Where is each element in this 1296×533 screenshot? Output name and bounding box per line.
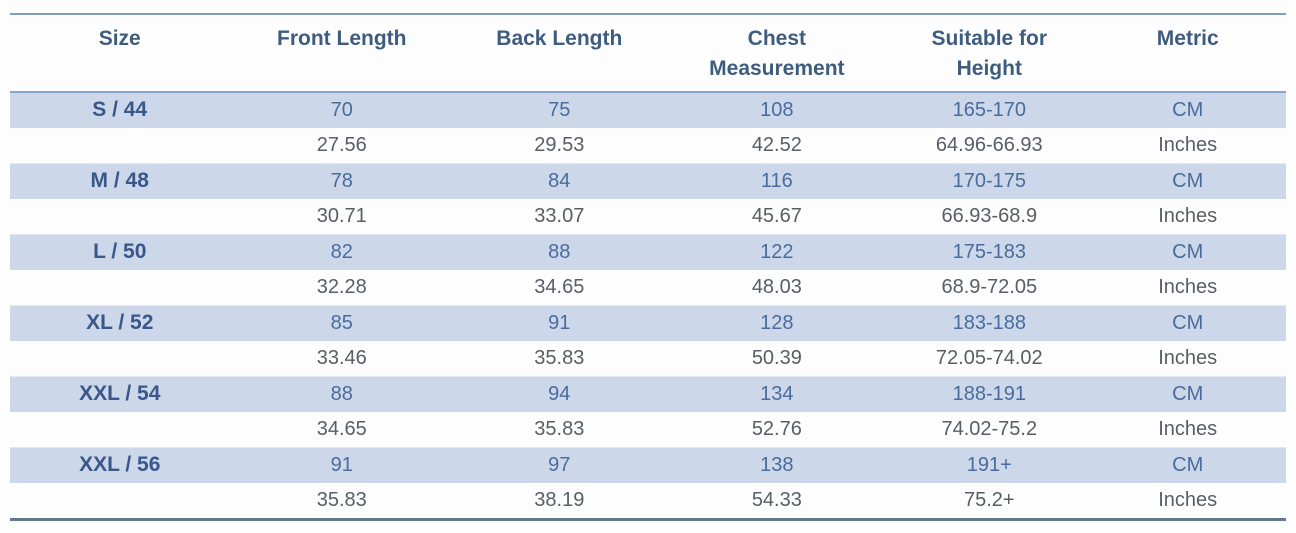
table-row: 32.28 34.65 48.03 68.9-72.05 Inches: [10, 269, 1286, 306]
cell-size: XXL / 56: [10, 446, 230, 483]
header-front-length: Front Length: [229, 14, 455, 93]
cell-height: 66.93-68.9: [889, 198, 1090, 235]
table-row: XXL / 56 91 97 138 191+ CM: [10, 446, 1286, 483]
cell-front-length: 88: [229, 375, 455, 412]
cell-chest: 54.33: [664, 482, 890, 520]
cell-front-length: 27.56: [229, 127, 455, 164]
cell-front-length: 82: [229, 233, 455, 270]
cell-chest: 128: [664, 304, 890, 341]
table-row: M / 48 78 84 116 170-175 CM: [10, 162, 1286, 199]
cell-size: [10, 127, 230, 164]
cell-height: 74.02-75.2: [889, 411, 1090, 448]
table-row: 30.71 33.07 45.67 66.93-68.9 Inches: [10, 198, 1286, 235]
cell-size: L / 50: [10, 233, 230, 270]
cell-height: 191+: [889, 446, 1090, 483]
cell-front-length: 78: [229, 162, 455, 199]
cell-front-length: 32.28: [229, 269, 455, 306]
cell-chest: 52.76: [664, 411, 890, 448]
cell-height: 68.9-72.05: [889, 269, 1090, 306]
cell-metric: Inches: [1089, 411, 1286, 448]
cell-back-length: 34.65: [454, 269, 665, 306]
cell-size: [10, 340, 230, 377]
cell-back-length: 94: [454, 375, 665, 412]
cell-size: [10, 198, 230, 235]
cell-front-length: 85: [229, 304, 455, 341]
cell-back-length: 75: [454, 91, 665, 128]
cell-front-length: 33.46: [229, 340, 455, 377]
cell-back-length: 38.19: [454, 482, 665, 520]
cell-height: 175-183: [889, 233, 1090, 270]
cell-metric: Inches: [1089, 127, 1286, 164]
cell-chest: 134: [664, 375, 890, 412]
cell-front-length: 30.71: [229, 198, 455, 235]
cell-chest: 138: [664, 446, 890, 483]
table-body: S / 44 70 75 108 165-170 CM 27.56 29.53 42.52 64.…: [10, 91, 1286, 520]
cell-back-length: 91: [454, 304, 665, 341]
table-row: S / 44 70 75 108 165-170 CM: [10, 91, 1286, 128]
cell-metric: CM: [1089, 233, 1286, 270]
cell-height: 72.05-74.02: [889, 340, 1090, 377]
cell-front-length: 34.65: [229, 411, 455, 448]
cell-chest: 122: [664, 233, 890, 270]
cell-front-length: 35.83: [229, 482, 455, 520]
table-row: 27.56 29.53 42.52 64.96-66.93 Inches: [10, 127, 1286, 164]
cell-height: 188-191: [889, 375, 1090, 412]
cell-size: M / 48: [10, 162, 230, 199]
cell-back-length: 29.53: [454, 127, 665, 164]
cell-chest: 116: [664, 162, 890, 199]
size-chart-table: Size Front Length Back Length Chest Meas…: [10, 13, 1286, 521]
table-row: 34.65 35.83 52.76 74.02-75.2 Inches: [10, 411, 1286, 448]
cell-metric: CM: [1089, 162, 1286, 199]
table-row: 35.83 38.19 54.33 75.2+ Inches: [10, 482, 1286, 520]
cell-height: 183-188: [889, 304, 1090, 341]
table-row: XXL / 54 88 94 134 188-191 CM: [10, 375, 1286, 412]
cell-back-length: 97: [454, 446, 665, 483]
cell-metric: Inches: [1089, 340, 1286, 377]
cell-metric: CM: [1089, 375, 1286, 412]
cell-chest: 45.67: [664, 198, 890, 235]
cell-size: [10, 269, 230, 306]
cell-height: 64.96-66.93: [889, 127, 1090, 164]
table-row: XL / 52 85 91 128 183-188 CM: [10, 304, 1286, 341]
header-row: Size Front Length Back Length Chest Meas…: [10, 14, 1286, 93]
header-back-length: Back Length: [454, 14, 665, 93]
cell-size: [10, 411, 230, 448]
cell-height: 75.2+: [889, 482, 1090, 520]
cell-metric: Inches: [1089, 198, 1286, 235]
table-header: Size Front Length Back Length Chest Meas…: [10, 14, 1286, 93]
cell-size: [10, 482, 230, 520]
cell-chest: 108: [664, 91, 890, 128]
header-size: Size: [10, 14, 230, 93]
cell-height: 170-175: [889, 162, 1090, 199]
cell-back-length: 88: [454, 233, 665, 270]
cell-chest: 48.03: [664, 269, 890, 306]
cell-back-length: 33.07: [454, 198, 665, 235]
header-metric: Metric: [1089, 14, 1286, 93]
cell-size: S / 44: [10, 91, 230, 128]
table-row: L / 50 82 88 122 175-183 CM: [10, 233, 1286, 270]
cell-chest: 50.39: [664, 340, 890, 377]
cell-back-length: 84: [454, 162, 665, 199]
cell-back-length: 35.83: [454, 340, 665, 377]
cell-size: XL / 52: [10, 304, 230, 341]
cell-back-length: 35.83: [454, 411, 665, 448]
cell-metric: CM: [1089, 91, 1286, 128]
cell-front-length: 70: [229, 91, 455, 128]
cell-metric: CM: [1089, 304, 1286, 341]
cell-metric: Inches: [1089, 482, 1286, 520]
cell-front-length: 91: [229, 446, 455, 483]
cell-chest: 42.52: [664, 127, 890, 164]
header-suitable-for-height: Suitable for Height: [889, 14, 1090, 93]
cell-metric: Inches: [1089, 269, 1286, 306]
cell-metric: CM: [1089, 446, 1286, 483]
cell-height: 165-170: [889, 91, 1090, 128]
table-row: 33.46 35.83 50.39 72.05-74.02 Inches: [10, 340, 1286, 377]
cell-size: XXL / 54: [10, 375, 230, 412]
header-chest-measurement: Chest Measurement: [664, 14, 890, 93]
